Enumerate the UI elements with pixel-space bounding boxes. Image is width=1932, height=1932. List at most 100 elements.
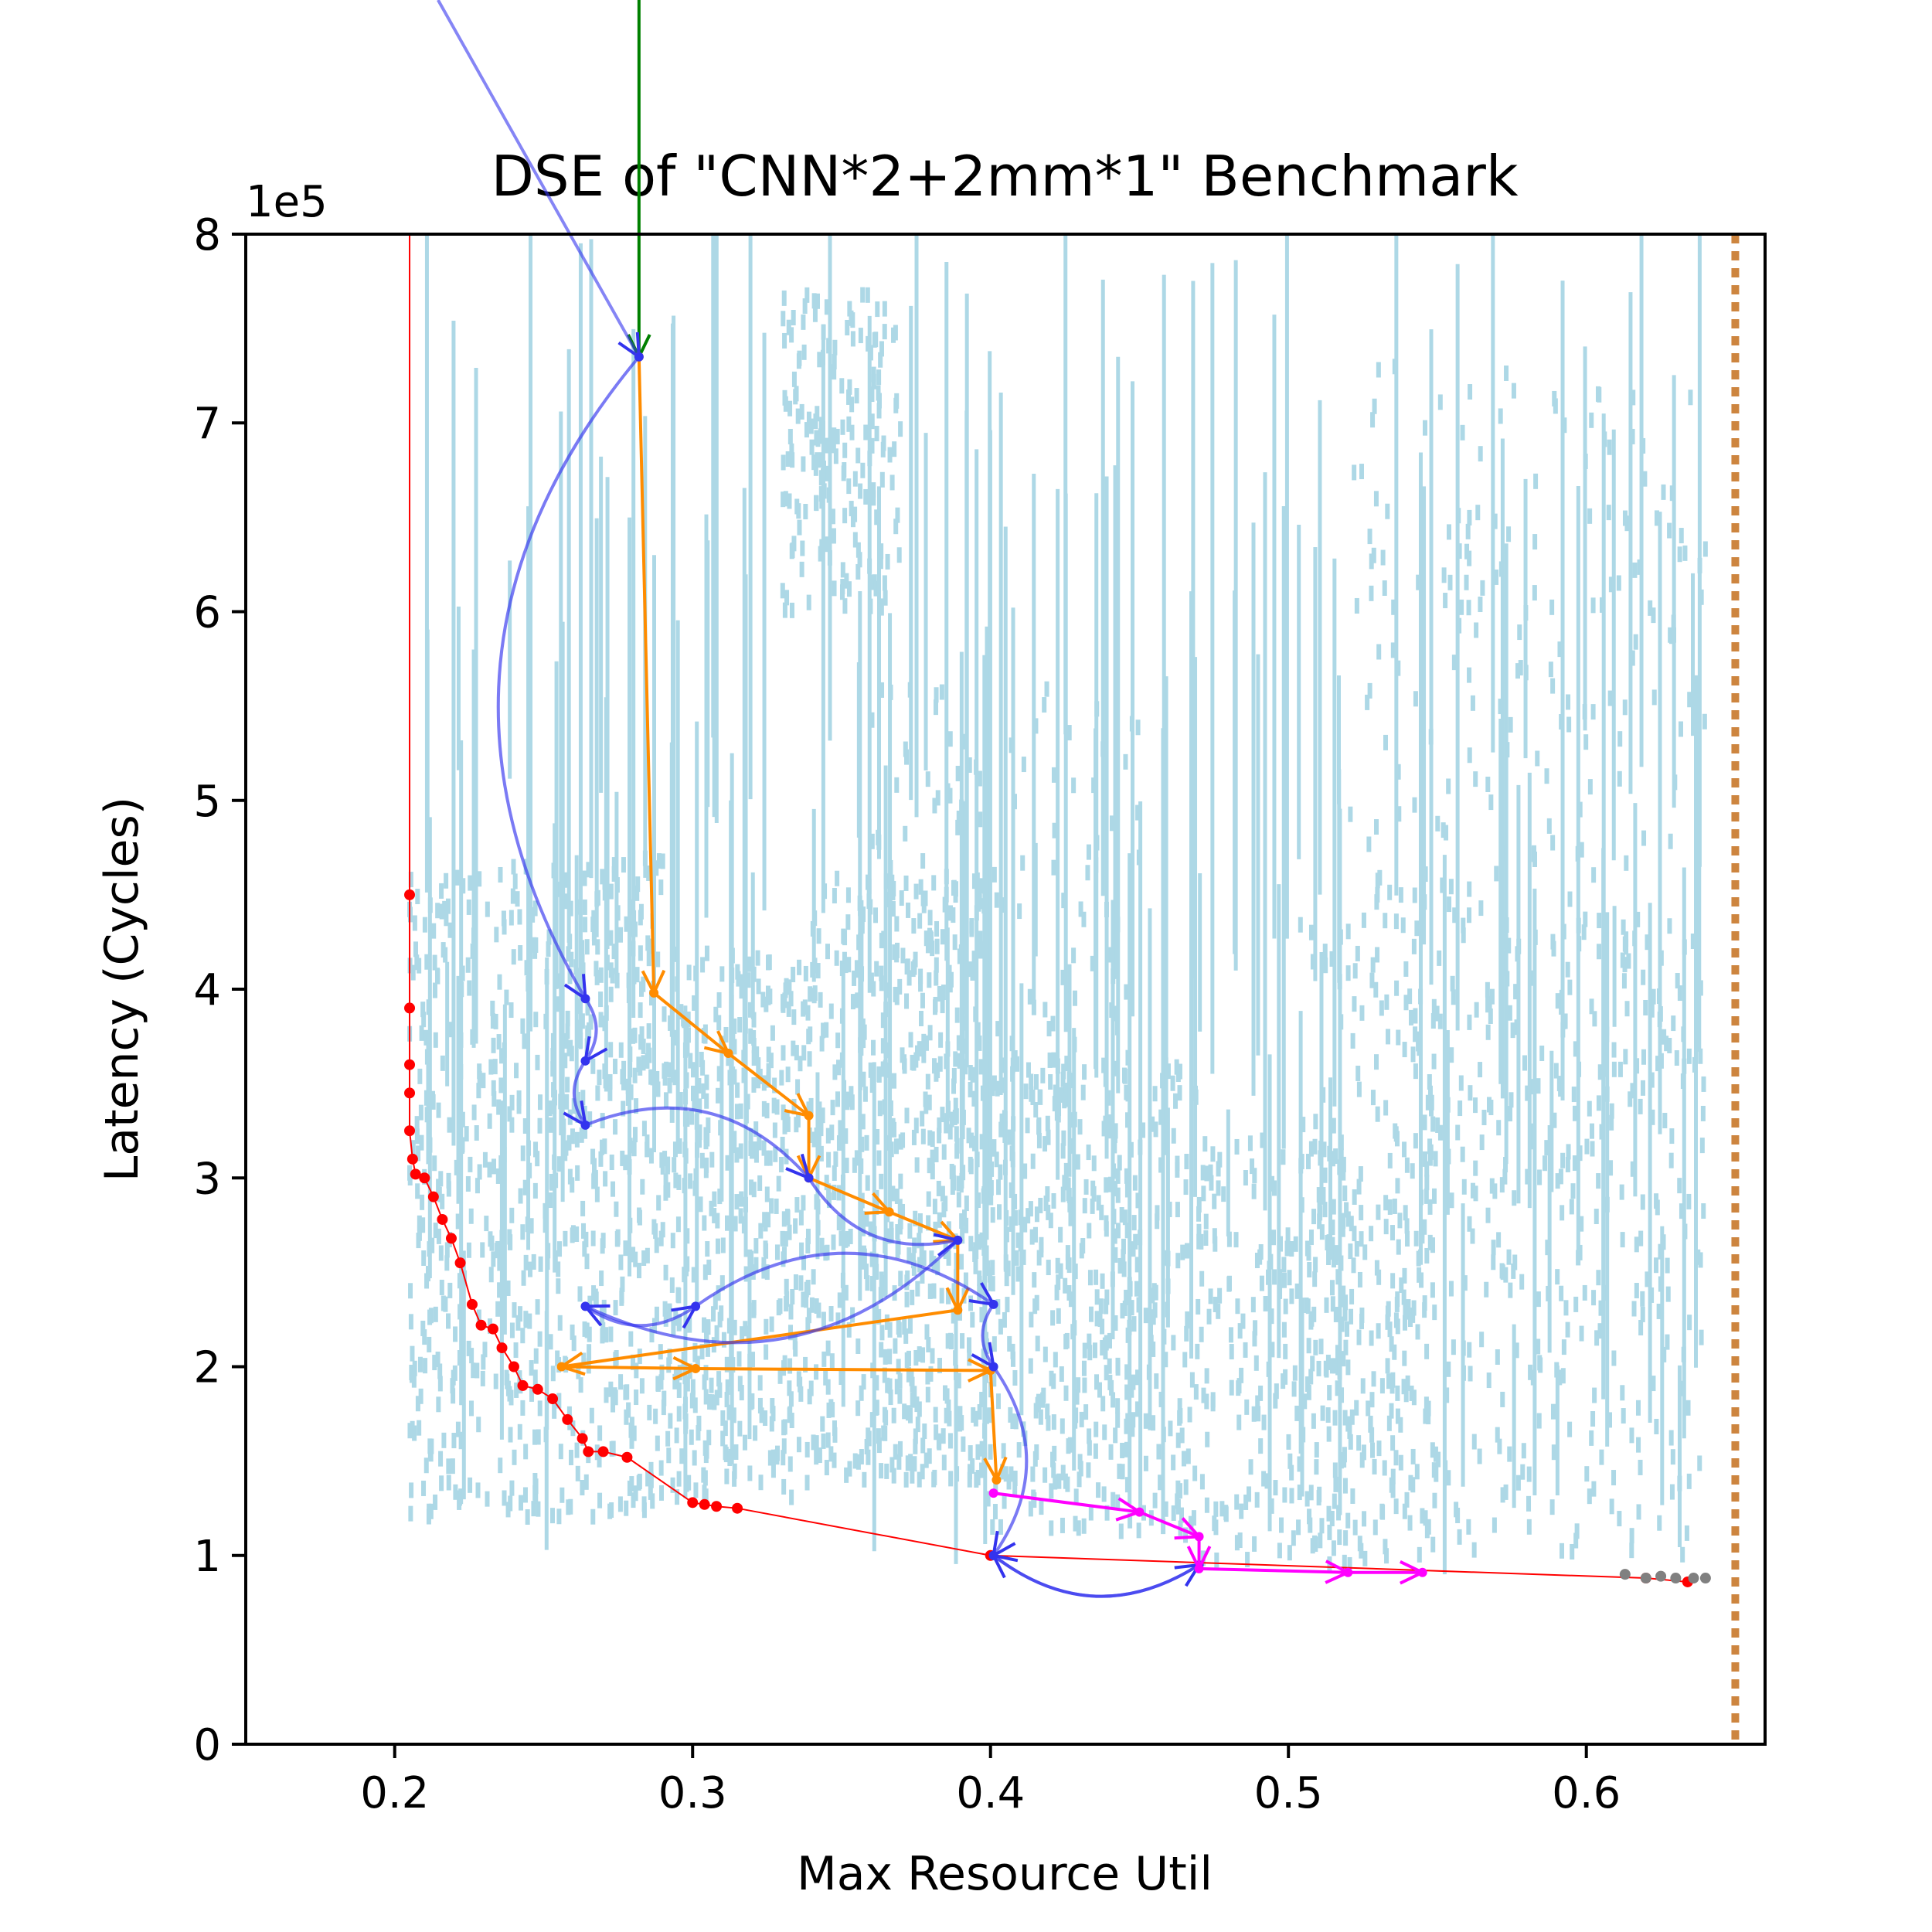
explored-point — [1333, 1476, 1338, 1492]
explored-point — [1558, 1168, 1563, 1185]
explored-point — [1254, 1253, 1260, 1269]
explored-point — [1252, 1168, 1257, 1184]
explored-point — [509, 1207, 515, 1223]
explored-point — [1083, 1179, 1089, 1195]
explored-point — [934, 687, 939, 703]
explored-point — [1032, 1272, 1037, 1288]
explored-point — [1621, 1408, 1626, 1424]
explored-point — [1039, 1236, 1044, 1253]
explored-point — [832, 339, 838, 355]
explored-point — [1370, 412, 1376, 428]
explored-point — [1651, 988, 1656, 1005]
explored-point — [905, 958, 910, 975]
explored-point — [1512, 1254, 1518, 1270]
explored-point — [580, 962, 586, 978]
x-axis-ticks: 0.2 0.3 0.4 0.5 0.6 — [360, 1744, 1621, 1818]
explored-point — [1010, 1413, 1015, 1430]
explored-point — [988, 1444, 993, 1460]
explored-point — [873, 907, 879, 923]
explored-point — [1430, 1237, 1436, 1253]
explored-point — [578, 1377, 583, 1393]
explored-point — [445, 898, 451, 914]
explored-point — [748, 1028, 753, 1044]
explored-point — [1622, 699, 1628, 716]
explored-point — [787, 400, 793, 417]
y-tick-label: 4 — [193, 965, 221, 1015]
explored-point — [509, 1480, 515, 1496]
explored-point — [1411, 1389, 1417, 1406]
explored-point — [588, 1014, 594, 1030]
explored-point — [1071, 947, 1077, 964]
explored-point — [1409, 1385, 1414, 1401]
explored-point — [941, 1454, 947, 1471]
explored-point — [1566, 716, 1572, 733]
explored-point — [522, 1033, 527, 1049]
explored-point — [1165, 1063, 1171, 1080]
explored-point — [1413, 1230, 1419, 1247]
explored-point — [871, 1039, 876, 1056]
explored-point — [408, 1283, 413, 1299]
explored-point — [1598, 1300, 1604, 1316]
explored-point — [446, 1172, 451, 1189]
explored-point — [423, 1029, 429, 1046]
explored-point — [879, 1342, 884, 1358]
explored-point — [1028, 1201, 1033, 1217]
explored-point — [890, 1185, 896, 1202]
explored-point — [1259, 1275, 1264, 1291]
explored-point — [940, 998, 945, 1014]
explored-point — [1061, 893, 1066, 909]
explored-point — [1046, 1204, 1051, 1220]
explored-point — [1467, 509, 1472, 526]
explored-point — [1370, 1442, 1376, 1458]
explored-point — [474, 1178, 480, 1194]
pareto-point — [562, 1413, 573, 1425]
explored-point — [1294, 1283, 1300, 1299]
explored-point — [1162, 1250, 1168, 1266]
explored-point — [571, 1098, 577, 1114]
explored-point — [1269, 1498, 1274, 1514]
explored-point — [1352, 963, 1358, 979]
explored-point — [1214, 1552, 1219, 1568]
explored-point — [765, 985, 770, 1002]
explored-point — [715, 1238, 720, 1254]
explored-point — [1506, 1249, 1512, 1265]
explored-point — [925, 1369, 930, 1385]
explored-point — [818, 486, 824, 502]
explored-point — [797, 519, 802, 536]
explored-point — [1437, 394, 1443, 410]
explored-point — [789, 327, 794, 343]
blue-path-segment — [584, 1304, 697, 1328]
explored-point — [704, 945, 709, 961]
explored-point — [837, 1292, 842, 1308]
explored-point — [971, 873, 977, 889]
explored-point — [796, 1437, 801, 1453]
explored-point — [951, 1165, 956, 1181]
orange-path-segment — [988, 1370, 998, 1481]
explored-point — [1385, 503, 1390, 519]
explored-point — [845, 914, 851, 930]
explored-point — [997, 1204, 1002, 1220]
explored-point — [1390, 1468, 1396, 1485]
explored-point — [1287, 1545, 1292, 1561]
magenta-path-segment — [1199, 1566, 1349, 1574]
explored-point — [1437, 1013, 1443, 1029]
explored-point — [517, 1423, 522, 1440]
explored-point — [1696, 1249, 1701, 1265]
explored-point — [721, 1332, 726, 1348]
explored-point — [1192, 1465, 1198, 1481]
explored-point — [749, 1179, 754, 1196]
explored-point — [732, 1069, 737, 1085]
explored-point — [1651, 607, 1656, 624]
explored-point — [952, 934, 957, 951]
explored-point — [709, 1151, 715, 1168]
explored-point — [1424, 1175, 1430, 1191]
explored-point — [868, 1221, 873, 1237]
explored-point — [1035, 1396, 1040, 1413]
explored-point — [830, 1100, 835, 1116]
explored-point — [866, 1449, 871, 1465]
explored-point — [444, 1242, 450, 1258]
explored-point — [755, 950, 760, 966]
explored-point — [1090, 955, 1095, 971]
explored-point — [998, 1519, 1003, 1535]
explored-point — [846, 416, 852, 432]
